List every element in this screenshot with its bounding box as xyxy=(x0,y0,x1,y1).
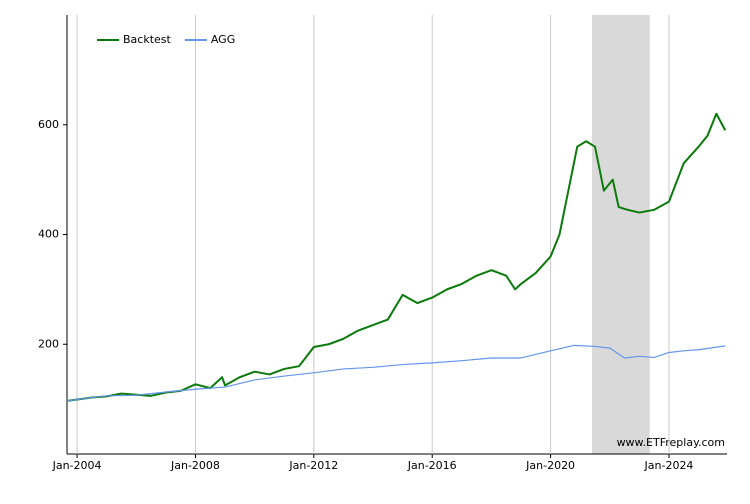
legend-label: AGG xyxy=(211,33,235,46)
y-tick-label: 200 xyxy=(38,337,59,350)
x-tick-label: Jan-2008 xyxy=(170,459,220,472)
series-line xyxy=(68,112,727,402)
legend-label: Backtest xyxy=(123,33,172,46)
series-line xyxy=(68,344,726,402)
x-tick-label: Jan-2004 xyxy=(52,459,102,472)
x-tick-label: Jan-2020 xyxy=(525,459,575,472)
y-tick-label: 600 xyxy=(38,118,59,131)
x-tick-label: Jan-2012 xyxy=(288,459,338,472)
watermark: www.ETFreplay.com xyxy=(617,436,725,449)
y-tick-label: 400 xyxy=(38,228,59,241)
x-tick-label: Jan-2016 xyxy=(407,459,457,472)
x-tick-label: Jan-2024 xyxy=(644,459,694,472)
shaded-range xyxy=(592,15,650,454)
